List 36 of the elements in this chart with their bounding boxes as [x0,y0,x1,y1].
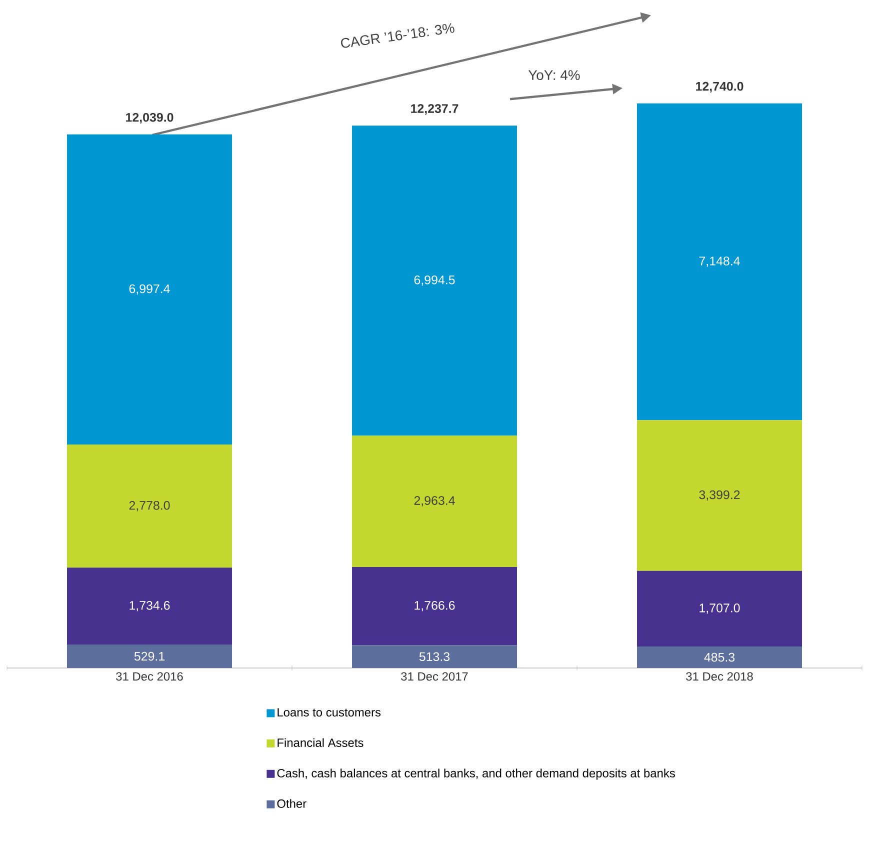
bar [637,646,802,668]
bar [637,420,802,571]
data-label: 1,766.6 [414,600,455,612]
x-tick-label: 31 Dec 2016 [116,672,183,681]
legend-label: Loans to customers [278,708,381,717]
data-label: 529.1 [134,652,164,661]
data-label: 6,994.5 [414,275,455,286]
legend-label: Other [277,799,306,808]
bar [67,134,232,445]
data-label: 485.3 [704,652,735,662]
bar [67,644,232,668]
total-label: 12,237.7 [411,104,458,115]
data-label: 513.3 [419,652,450,662]
data-label: 3,399.2 [699,490,740,501]
data-label: 2,778.0 [129,500,170,512]
total-label: 12,740.0 [696,82,744,92]
bar [67,444,232,568]
data-label: 1,707.0 [700,604,740,614]
data-label: 2,963.4 [414,496,455,506]
data-label: 1,734.6 [130,600,170,612]
data-label: 7,148.4 [699,256,740,267]
legend-label: Cash, cash balances at central banks, and other demand deposits at banks [277,768,675,780]
bar [352,436,518,567]
legend-label: Financial Assets [278,738,364,747]
x-tick-label: 31 Dec 2018 [686,672,753,681]
bar [637,103,802,420]
bar [67,568,232,645]
bar [352,566,518,646]
text: YoY: 4% [528,70,580,80]
text: CAGR ’16-’18: 3% [341,23,454,48]
x-tick-label: 31 Dec 2017 [401,672,468,681]
data-label: 6,997.4 [129,284,170,295]
bar [352,126,518,436]
total-label: 12,039.0 [126,112,174,124]
bar [352,645,518,668]
bar [637,570,802,646]
